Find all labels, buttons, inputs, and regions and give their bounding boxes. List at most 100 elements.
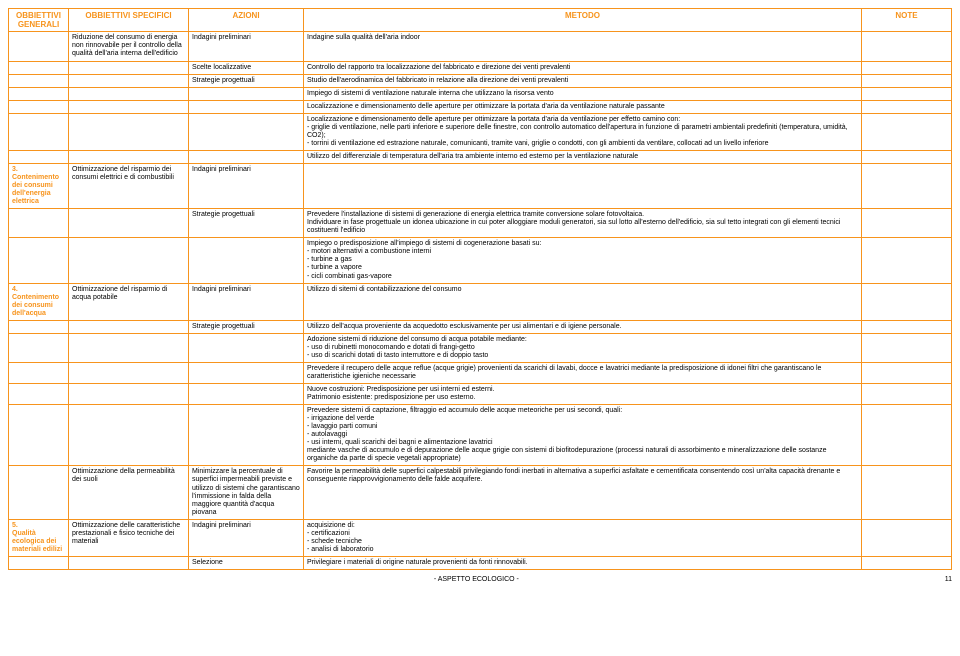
header-azioni: AZIONI	[189, 9, 304, 32]
cell-generali	[9, 556, 69, 569]
cell-note	[862, 87, 952, 100]
cell-metodo: Studio dell'aerodinamica del fabbricato …	[304, 74, 862, 87]
cell-azioni	[189, 100, 304, 113]
header-note: NOTE	[862, 9, 952, 32]
cell-note	[862, 209, 952, 238]
cell-note	[862, 466, 952, 519]
cell-note	[862, 333, 952, 362]
cell-note	[862, 362, 952, 383]
table-row: Strategie progettualiPrevedere l'install…	[9, 209, 952, 238]
table-row: Impiego di sistemi di ventilazione natur…	[9, 87, 952, 100]
table-row: Scelte localizzativeControllo del rappor…	[9, 61, 952, 74]
cell-azioni: Strategie progettuali	[189, 320, 304, 333]
cell-note	[862, 61, 952, 74]
cell-azioni	[189, 362, 304, 383]
cell-azioni	[189, 150, 304, 163]
cell-azioni	[189, 405, 304, 466]
cell-specifici	[69, 74, 189, 87]
objectives-table: OBBIETTIVI GENERALI OBBIETTIVI SPECIFICI…	[8, 8, 952, 570]
cell-specifici	[69, 405, 189, 466]
cell-metodo: Prevedere sistemi di captazione, filtrag…	[304, 405, 862, 466]
cell-metodo: Impiego di sistemi di ventilazione natur…	[304, 87, 862, 100]
cell-metodo: Utilizzo dell'acqua proveniente da acque…	[304, 320, 862, 333]
cell-note	[862, 100, 952, 113]
cell-generali: 4. Contenimento dei consumi dell'acqua	[9, 283, 69, 320]
cell-generali	[9, 362, 69, 383]
cell-specifici	[69, 87, 189, 100]
cell-azioni: Minimizzare la percentuale di superfici …	[189, 466, 304, 519]
cell-note	[862, 384, 952, 405]
cell-generali	[9, 32, 69, 61]
table-row: 4. Contenimento dei consumi dell'acquaOt…	[9, 283, 952, 320]
cell-generali	[9, 113, 69, 150]
cell-generali	[9, 209, 69, 238]
cell-azioni: Strategie progettuali	[189, 74, 304, 87]
table-row: Riduzione del consumo di energia non rin…	[9, 32, 952, 61]
cell-azioni: Indagini preliminari	[189, 519, 304, 556]
table-row: 5. Qualità ecologica dei materiali edili…	[9, 519, 952, 556]
cell-note	[862, 320, 952, 333]
cell-generali: 3. Contenimento dei consumi dell'energia…	[9, 163, 69, 208]
cell-azioni: Scelte localizzative	[189, 61, 304, 74]
table-row: Strategie progettualiStudio dell'aerodin…	[9, 74, 952, 87]
cell-specifici	[69, 209, 189, 238]
header-specifici: OBBIETTIVI SPECIFICI	[69, 9, 189, 32]
table-row: Impiego o predisposizione all'impiego di…	[9, 238, 952, 283]
cell-specifici	[69, 113, 189, 150]
cell-note	[862, 405, 952, 466]
cell-metodo: Prevedere l'installazione di sistemi di …	[304, 209, 862, 238]
cell-metodo: Utilizzo di sitemi di contabilizzazione …	[304, 283, 862, 320]
cell-specifici: Riduzione del consumo di energia non rin…	[69, 32, 189, 61]
cell-metodo: Controllo del rapporto tra localizzazion…	[304, 61, 862, 74]
cell-generali	[9, 466, 69, 519]
table-row: 3. Contenimento dei consumi dell'energia…	[9, 163, 952, 208]
cell-generali	[9, 320, 69, 333]
cell-azioni: Indagini preliminari	[189, 32, 304, 61]
cell-specifici: Ottimizzazione del risparmio dei consumi…	[69, 163, 189, 208]
cell-note	[862, 519, 952, 556]
cell-generali	[9, 238, 69, 283]
table-row: Strategie progettualiUtilizzo dell'acqua…	[9, 320, 952, 333]
cell-azioni	[189, 87, 304, 100]
cell-specifici	[69, 556, 189, 569]
page-number: 11	[945, 576, 952, 583]
cell-generali	[9, 384, 69, 405]
table-row: Prevedere sistemi di captazione, filtrag…	[9, 405, 952, 466]
cell-metodo: Localizzazione e dimensionamento delle a…	[304, 113, 862, 150]
cell-generali	[9, 333, 69, 362]
cell-note	[862, 238, 952, 283]
cell-metodo: Privilegiare i materiali di origine natu…	[304, 556, 862, 569]
table-row: SelezionePrivilegiare i materiali di ori…	[9, 556, 952, 569]
cell-metodo: Impiego o predisposizione all'impiego di…	[304, 238, 862, 283]
table-row: Localizzazione e dimensionamento delle a…	[9, 100, 952, 113]
table-row: Adozione sistemi di riduzione del consum…	[9, 333, 952, 362]
table-row: Utilizzo del differenziale di temperatur…	[9, 150, 952, 163]
cell-specifici	[69, 333, 189, 362]
cell-specifici: Ottimizzazione delle caratteristiche pre…	[69, 519, 189, 556]
cell-specifici	[69, 61, 189, 74]
cell-generali	[9, 74, 69, 87]
cell-generali	[9, 100, 69, 113]
cell-metodo: Nuove costruzioni: Predisposizione per u…	[304, 384, 862, 405]
cell-note	[862, 32, 952, 61]
cell-note	[862, 556, 952, 569]
cell-generali	[9, 61, 69, 74]
cell-metodo: acquisizione di: - certificazioni - sche…	[304, 519, 862, 556]
table-row: Localizzazione e dimensionamento delle a…	[9, 113, 952, 150]
cell-generali	[9, 87, 69, 100]
cell-metodo	[304, 163, 862, 208]
cell-note	[862, 150, 952, 163]
cell-generali	[9, 405, 69, 466]
header-metodo: METODO	[304, 9, 862, 32]
page-footer: - ASPETTO ECOLOGICO - 11	[8, 576, 952, 583]
table-row: Ottimizzazione della permeabilità dei su…	[9, 466, 952, 519]
cell-azioni	[189, 333, 304, 362]
header-generali: OBBIETTIVI GENERALI	[9, 9, 69, 32]
cell-note	[862, 113, 952, 150]
cell-specifici: Ottimizzazione del risparmio di acqua po…	[69, 283, 189, 320]
cell-azioni: Selezione	[189, 556, 304, 569]
cell-azioni: Indagini preliminari	[189, 163, 304, 208]
cell-generali	[9, 150, 69, 163]
cell-metodo: Utilizzo del differenziale di temperatur…	[304, 150, 862, 163]
cell-note	[862, 74, 952, 87]
